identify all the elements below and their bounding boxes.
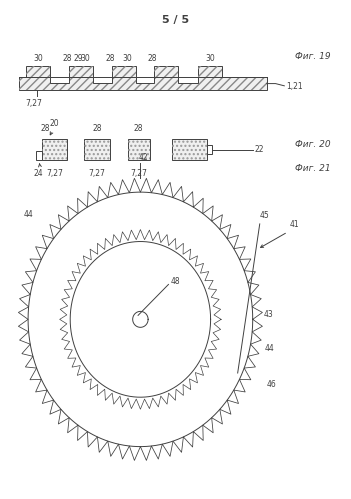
Text: Фиг. 20: Фиг. 20 — [295, 140, 330, 149]
Text: 46: 46 — [267, 380, 277, 389]
Text: 48: 48 — [170, 277, 180, 286]
Text: 45: 45 — [260, 211, 270, 220]
Text: 41: 41 — [290, 221, 299, 230]
Bar — [178, 77, 198, 83]
Text: 24: 24 — [34, 169, 44, 178]
Bar — [93, 77, 112, 83]
Text: 43: 43 — [263, 310, 273, 319]
Text: 28: 28 — [106, 54, 115, 63]
Text: 30: 30 — [122, 54, 132, 63]
Bar — [112, 66, 136, 77]
Bar — [154, 66, 178, 77]
Text: 44: 44 — [23, 210, 33, 219]
Text: 30: 30 — [80, 54, 90, 63]
Bar — [19, 77, 267, 90]
Bar — [36, 151, 42, 160]
Text: Фиг. 21: Фиг. 21 — [295, 164, 330, 173]
Bar — [69, 66, 93, 77]
Text: 42: 42 — [139, 153, 149, 162]
Text: 28: 28 — [148, 54, 158, 63]
Bar — [128, 139, 150, 160]
Text: 29: 29 — [73, 54, 83, 63]
Bar — [198, 66, 222, 77]
Bar — [84, 139, 110, 160]
Text: 44: 44 — [265, 344, 275, 353]
Text: 1,21: 1,21 — [286, 82, 303, 91]
Bar — [172, 139, 207, 160]
Bar — [50, 77, 69, 83]
Bar — [112, 66, 136, 77]
Text: 5 / 5: 5 / 5 — [162, 15, 189, 25]
Text: 30: 30 — [205, 54, 215, 63]
Bar — [42, 139, 67, 160]
Text: 20: 20 — [49, 119, 59, 128]
Text: Фиг. 19: Фиг. 19 — [295, 52, 330, 61]
Text: 30: 30 — [33, 54, 43, 63]
Bar — [128, 139, 150, 160]
Bar — [207, 145, 212, 154]
Bar — [69, 66, 93, 77]
Bar — [154, 66, 178, 77]
Text: 28: 28 — [40, 124, 50, 133]
Bar — [26, 66, 50, 77]
Bar — [84, 139, 110, 160]
Text: 28: 28 — [92, 124, 102, 133]
Text: 7,27: 7,27 — [88, 169, 105, 178]
Bar — [136, 77, 154, 83]
Text: 7,27: 7,27 — [130, 169, 147, 178]
Text: 7,27: 7,27 — [25, 99, 42, 108]
Text: 28: 28 — [63, 54, 73, 63]
Text: 22: 22 — [254, 145, 264, 154]
Bar — [172, 139, 207, 160]
Bar — [19, 77, 267, 90]
Text: 28: 28 — [134, 124, 144, 133]
Bar — [198, 66, 222, 77]
Text: 7,27: 7,27 — [46, 169, 63, 178]
Bar — [26, 66, 50, 77]
Bar — [42, 139, 67, 160]
